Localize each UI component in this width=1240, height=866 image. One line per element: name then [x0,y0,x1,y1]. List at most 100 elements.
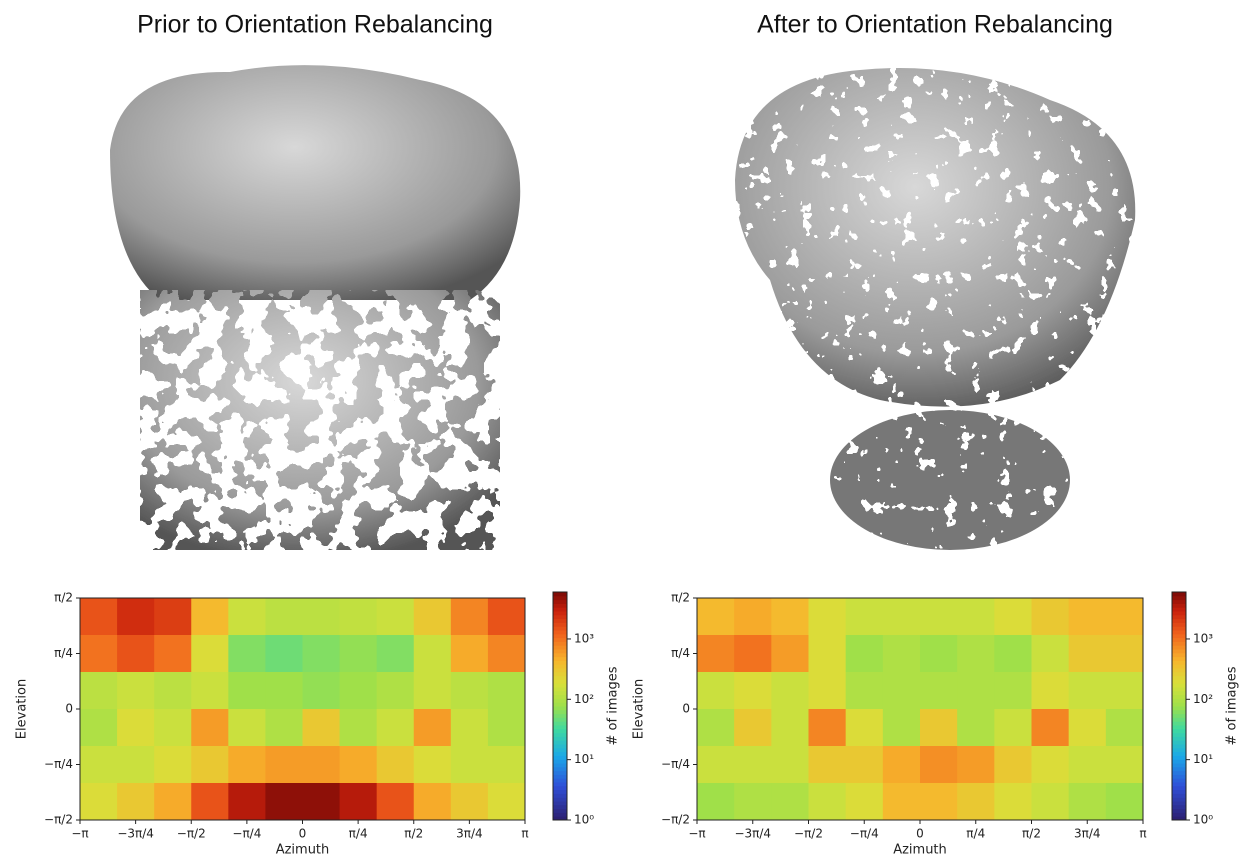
heat-cell [377,635,415,673]
colorbar-tick-label: 10¹ [574,752,594,766]
heat-cell [883,709,921,747]
heat-cell [414,598,452,636]
colorbar-slice [1172,721,1186,725]
heat-cell [957,746,995,784]
colorbar-slice [1172,653,1186,657]
heat-cell [771,783,809,821]
colorbar-slice [553,755,567,759]
x-tick-label: π/2 [404,827,423,841]
colorbar-slice [553,782,567,786]
colorbar-slice [1172,797,1186,801]
colorbar-slice [553,679,567,683]
heat-cell [1069,783,1107,821]
heat-cell [920,672,958,710]
heat-cell [340,709,378,747]
colorbar-slice [1172,767,1186,771]
colorbar-slice [553,630,567,634]
x-tick-label: π/2 [1022,827,1041,841]
colorbar-slice [1172,771,1186,775]
y-tick-label: π/4 [54,646,73,660]
heat-cell [340,672,378,710]
heat-cell [265,783,303,821]
heat-cell [191,672,229,710]
heat-cell [846,598,884,636]
heat-cell [1069,635,1107,673]
heat-cell [697,746,735,784]
heat-cell [154,709,192,747]
colorbar-slice [553,657,567,661]
heat-cell [80,783,118,821]
heat-cell [957,672,995,710]
heat-cell [957,783,995,821]
map-top [110,65,520,300]
heat-cell [303,746,341,784]
heat-cell [451,672,489,710]
heat-cell [846,746,884,784]
x-tick-label: −π [688,827,705,841]
density-render-after [735,68,1135,550]
heat-cell [377,598,415,636]
colorbar-slice [1172,607,1186,611]
colorbar-slice [553,740,567,744]
colorbar-slice [1172,596,1186,600]
heat-cell [488,598,526,636]
colorbar-slice [1172,634,1186,638]
heat-cell [117,709,155,747]
heat-cell [488,783,526,821]
heat-cell [1069,709,1107,747]
colorbar-slice [553,710,567,714]
heat-cell [117,598,155,636]
colorbar-slice [553,676,567,680]
colorbar-slice [553,801,567,805]
heat-cell [697,598,735,636]
heat-cell [117,635,155,673]
heat-cell [191,746,229,784]
heat-cell [883,783,921,821]
colorbar-slice [553,615,567,619]
heat-cell [809,598,847,636]
colorbar-slice [553,698,567,702]
heat-cell [228,635,266,673]
colorbar-slice [1172,755,1186,759]
heat-cell [957,635,995,673]
colorbar-slice [1172,752,1186,756]
heat-cell [1069,746,1107,784]
colorbar-slice [1172,763,1186,767]
heat-cell [265,635,303,673]
heat-cell [846,709,884,747]
heat-cell [414,672,452,710]
heat-cell [377,783,415,821]
colorbar-label: # of images [606,666,621,745]
colorbar-slice [553,793,567,797]
heat-cell [191,598,229,636]
colorbar-tick-label: 10¹ [1193,752,1213,766]
colorbar-slice [1172,790,1186,794]
heat-cell [414,783,452,821]
colorbar-slice [553,653,567,657]
x-tick-label: π/4 [349,827,368,841]
y-tick-label: 0 [65,702,73,716]
map-top [735,68,1135,407]
heat-cell [846,672,884,710]
heat-cell [883,598,921,636]
heat-cell [80,709,118,747]
colorbar-slice [1172,600,1186,604]
x-tick-label: −3π/4 [734,827,771,841]
x-tick-label: π/4 [966,827,985,841]
heat-cell [809,746,847,784]
heat-cell [771,598,809,636]
colorbar-slice [1172,748,1186,752]
heat-cell [303,598,341,636]
heat-cell [377,672,415,710]
heat-cell [809,635,847,673]
colorbar-slice [553,748,567,752]
heat-cell [1106,635,1144,673]
heat-cell [265,746,303,784]
colorbar-slice [553,717,567,721]
colorbar-slice [553,778,567,782]
colorbar-slice [553,687,567,691]
heat-cell [697,783,735,821]
colorbar-slice [1172,645,1186,649]
heat-cell [265,598,303,636]
heat-cell [1032,598,1070,636]
